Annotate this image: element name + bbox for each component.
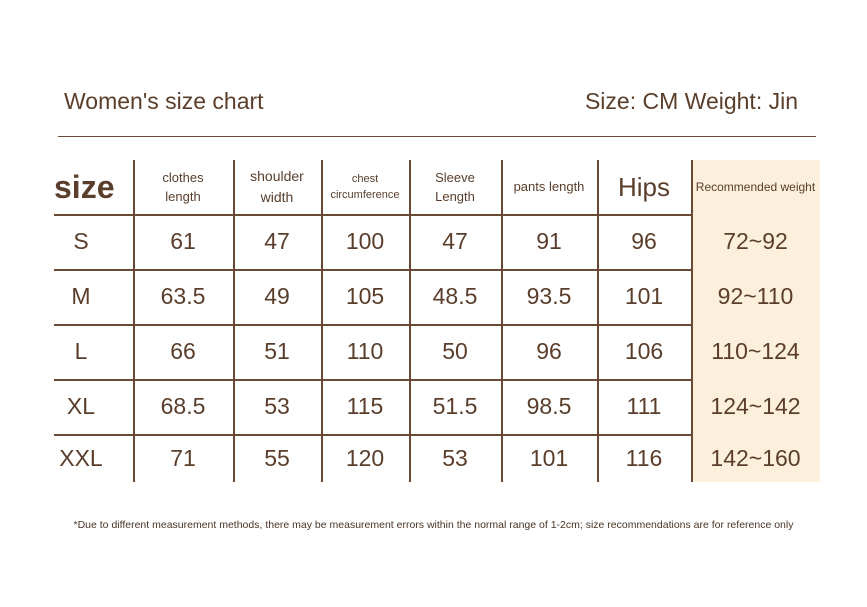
column-divider [133, 160, 135, 482]
column-header: pants length [513, 179, 585, 195]
table-cell: 116 [625, 444, 663, 471]
row-divider [54, 324, 691, 326]
table-cell: 53 [442, 444, 468, 471]
column-header: clothes length [162, 169, 204, 205]
table-cell: 63.5 [160, 283, 206, 309]
column-header: size [54, 169, 115, 205]
divider [58, 136, 816, 137]
column-header: Recommended weight [695, 180, 816, 194]
row-divider [54, 214, 691, 216]
table-cell: 115 [346, 393, 384, 419]
table-cell: S [73, 228, 89, 254]
table-cell: 91 [536, 228, 562, 254]
column-header: chest circumference [330, 172, 400, 202]
table-cell: 92~110 [717, 283, 794, 309]
table-cell: 66 [170, 338, 196, 364]
column-header: Hips [617, 171, 670, 202]
column-divider [691, 160, 693, 482]
table-cell: 96 [631, 228, 657, 254]
table-cell: 50 [442, 338, 468, 364]
table-cell: 49 [264, 283, 290, 309]
table-cell: 124~142 [710, 393, 801, 419]
table-cell: 55 [264, 444, 290, 471]
table-cell: 51 [264, 338, 290, 364]
title: Women's size chart [64, 88, 264, 114]
table-cell: 106 [624, 338, 664, 364]
column-divider [409, 160, 411, 482]
table-cell: 68.5 [160, 393, 206, 419]
table-cell: 47 [442, 228, 468, 254]
table-cell: M [71, 283, 91, 309]
units: Size: CM Weight: Jin [584, 88, 798, 114]
table-cell: L [74, 338, 88, 364]
table-cell: 100 [345, 228, 385, 254]
table-cell: 105 [345, 283, 385, 309]
highlight-column [691, 160, 820, 482]
column-divider [321, 160, 323, 482]
table-cell: 71 [170, 444, 196, 471]
table-cell: 98.5 [526, 393, 572, 419]
table-cell: 48.5 [432, 283, 478, 309]
table-cell: 110~124 [711, 338, 800, 364]
footnote: *Due to different measurement methods, t… [73, 519, 794, 531]
table-cell: 93.5 [526, 283, 572, 309]
column-divider [233, 160, 235, 482]
table-cell: 61 [170, 228, 196, 254]
table-cell: 120 [345, 444, 385, 471]
table-cell: XL [66, 393, 96, 419]
table-cell: 110 [346, 338, 384, 364]
table-cell: XXL [59, 444, 103, 471]
table-cell: 53 [264, 393, 290, 419]
column-header: Sleeve Length [435, 169, 475, 205]
column-divider [597, 160, 599, 482]
table-cell: 47 [264, 228, 290, 254]
table-cell: 111 [626, 393, 662, 419]
row-divider [54, 269, 691, 271]
table-cell: 96 [536, 338, 562, 364]
column-header: shoulder width [250, 168, 304, 205]
row-divider [54, 434, 691, 436]
table-cell: 72~92 [723, 228, 788, 254]
table-cell: 51.5 [432, 393, 478, 419]
table-cell: 142~160 [710, 444, 801, 471]
table-cell: 101 [529, 444, 569, 471]
row-divider [54, 379, 691, 381]
table-cell: 101 [624, 283, 664, 309]
column-divider [501, 160, 503, 482]
